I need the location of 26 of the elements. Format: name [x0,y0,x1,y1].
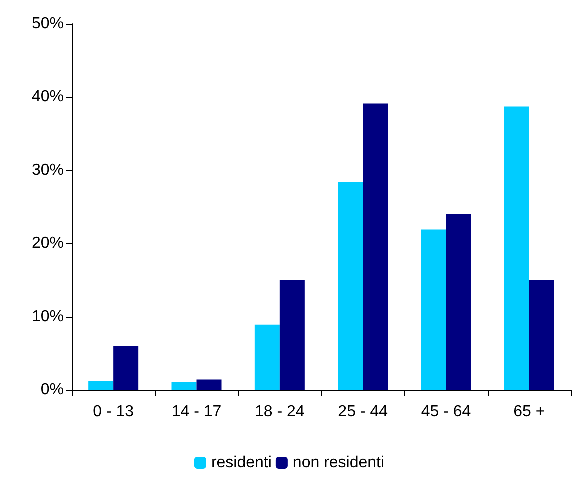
bar [254,324,280,390]
bar [529,280,554,390]
x-tick-label: 0 - 13 [93,404,134,420]
x-tick-label: 18 - 24 [255,404,305,420]
bar [280,280,305,390]
bar [421,230,446,390]
y-tick-label: 30% [32,162,64,179]
legend-label: non residenti [292,454,385,472]
bar [114,346,139,390]
y-tick-label: 20% [32,235,64,252]
bar [196,380,222,390]
y-tick-label: 50% [32,16,64,32]
x-tick-label: 45 - 64 [421,404,472,420]
bar [363,104,388,390]
y-tick-label: 40% [32,88,64,106]
legend-label: residenti [211,454,272,472]
bar [504,106,530,390]
y-tick-label: 10% [32,308,64,326]
bar [446,214,472,390]
bar [338,182,364,390]
x-tick-label: 65 + [514,404,546,420]
x-tick-label: 25 - 44 [338,404,388,420]
bar [88,381,114,390]
y-tick-label: 0% [40,382,64,398]
x-tick-label: 14 - 17 [172,404,222,420]
bar [172,382,197,390]
